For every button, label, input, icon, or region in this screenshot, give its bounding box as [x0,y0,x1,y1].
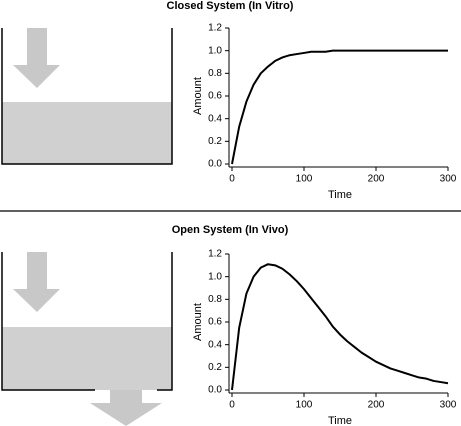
x-tick-label: 300 [440,400,457,411]
y-tick-label: 1.0 [208,45,222,56]
y-axis-label: Amount [192,77,204,115]
y-tick-label: 0.2 [208,136,222,147]
x-tick-label: 100 [296,174,313,185]
x-tick-label: 300 [440,174,457,185]
x-tick-label: 100 [296,400,313,411]
y-tick-label: 0.8 [208,68,222,79]
y-tick-label: 0.6 [208,91,222,102]
chart-title: Closed System (In Vitro) [167,0,294,12]
container [1,252,95,391]
x-axis-label: Time [328,189,352,201]
curve [231,49,448,165]
y-tick-label: 0.4 [208,113,222,124]
y-tick-label: 0.0 [208,159,222,170]
curve [231,263,449,391]
container [1,28,173,165]
y-axis-label: Amount [192,303,204,341]
liquid [2,327,172,390]
y-tick-label: 1.2 [208,23,222,34]
inflow-arrow [13,28,60,88]
chart-title: Open System (In Vivo) [172,224,289,236]
x-axis-label: Time [328,415,352,426]
liquid [2,102,172,164]
x-tick-label: 0 [229,400,235,411]
container [157,252,173,391]
x-tick-label: 200 [368,174,385,185]
y-tick-label: 1.2 [208,249,222,260]
y-tick-label: 0.6 [208,317,222,328]
outflow-arrow [90,390,162,426]
y-tick-label: 0.4 [208,339,222,350]
inflow-arrow [13,252,60,312]
y-tick-label: 0.8 [208,294,222,305]
x-tick-label: 0 [229,174,235,185]
x-tick-label: 200 [368,400,385,411]
y-tick-label: 0.0 [208,385,222,396]
y-tick-label: 1.0 [208,271,222,282]
y-tick-label: 0.2 [208,362,222,373]
